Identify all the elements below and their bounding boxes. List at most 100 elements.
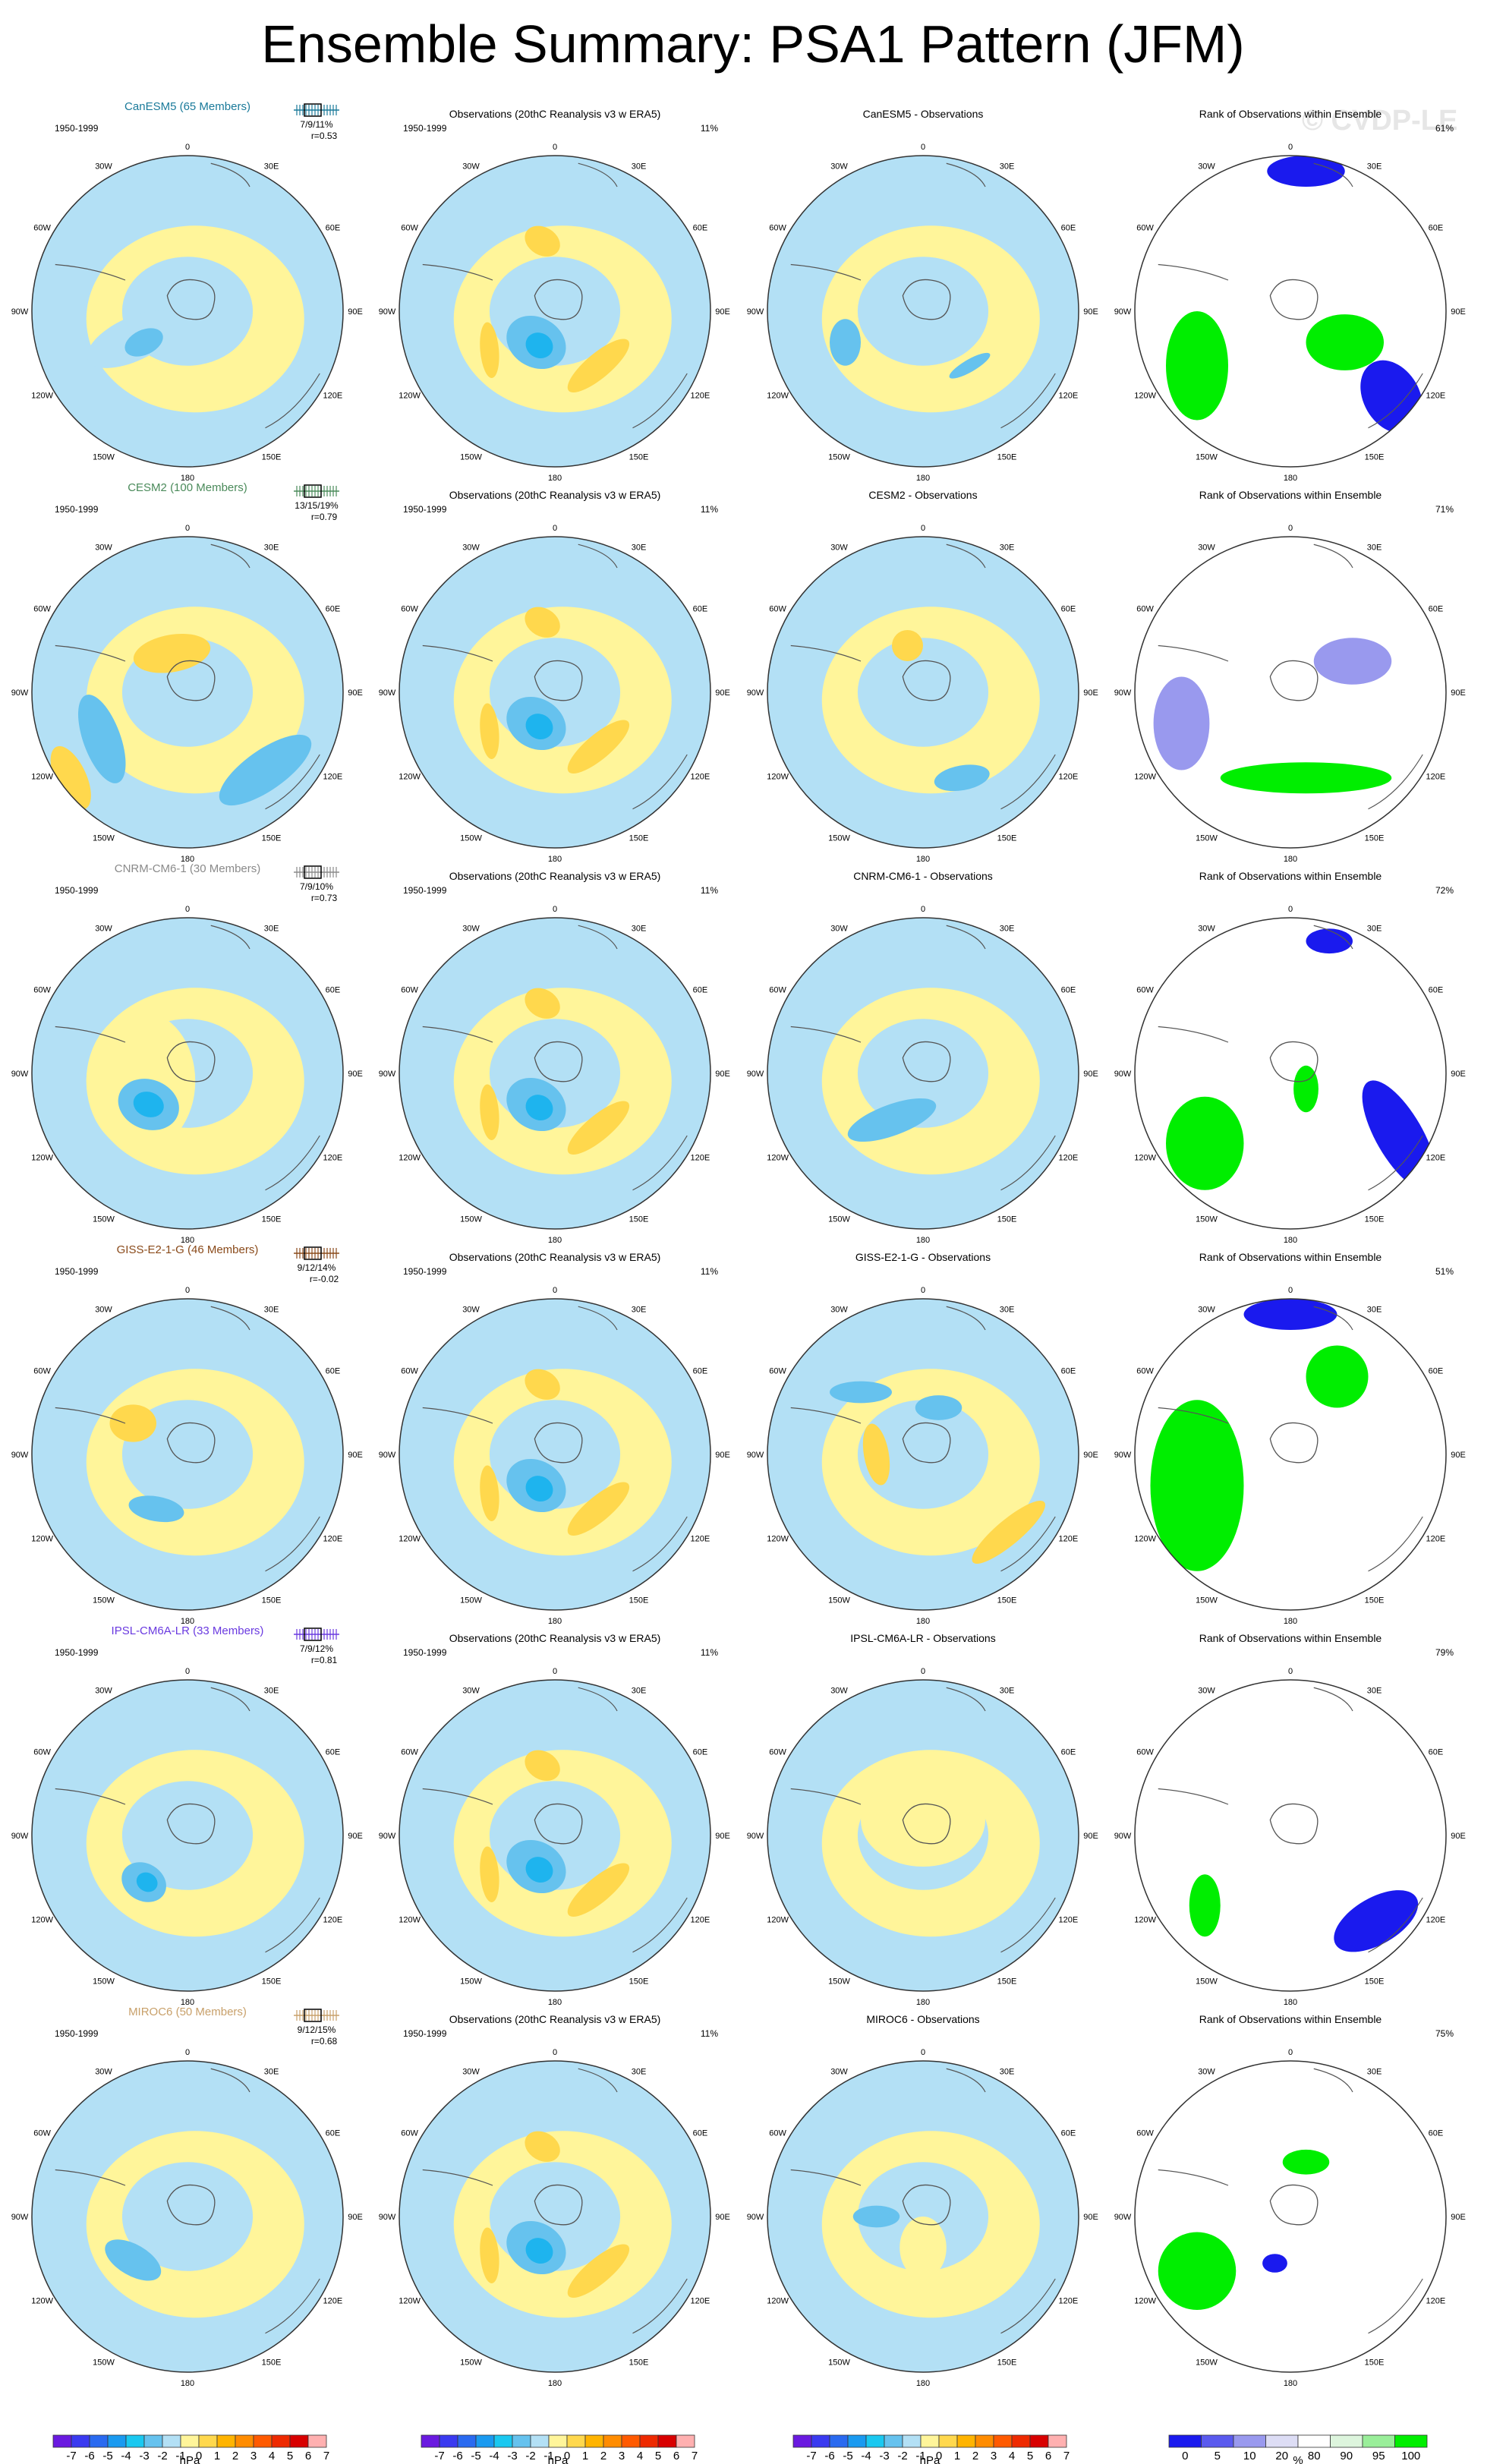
- anomaly-contour: [1306, 314, 1384, 370]
- rank-pct-label: 61%: [1435, 123, 1454, 134]
- longitude-label: 150W: [828, 452, 850, 462]
- longitude-label: 90W: [379, 1832, 396, 1841]
- colorbar-unit-label: hPa: [548, 2454, 569, 2464]
- longitude-label: 180: [1284, 1617, 1297, 1626]
- longitude-label: 180: [1284, 855, 1297, 864]
- longitude-label: 90E: [1451, 1070, 1466, 1079]
- polar-map-panel: 0 30E 60E 90E 120E 150E 180 150W 120W 90W 60W 30W: [379, 2048, 730, 2388]
- longitude-label: 0: [553, 905, 557, 914]
- polar-map-panel: 0 30E 60E 90E 120E 150E 180 150W 120W 90W 60W 30W: [1114, 143, 1466, 483]
- antarctica-coastline: [902, 660, 951, 701]
- colorbar-swatch: [198, 2434, 218, 2448]
- longitude-label: 30W: [830, 544, 848, 553]
- colorbar-tick-label: -1: [175, 2450, 185, 2462]
- colorbar-swatch: [1233, 2434, 1266, 2448]
- polar-map-panel: 0 30E 60E 90E 120E 150E 180 150W 120W 90W 60W 30W: [1114, 1667, 1466, 2007]
- antarctica-coastline: [902, 2184, 951, 2226]
- colorbar-tick-label: 10: [1243, 2450, 1256, 2462]
- longitude-label: 0: [1288, 2048, 1293, 2057]
- antarctica-coastline: [534, 1422, 583, 1464]
- model-title: CanESM5 (65 Members): [124, 100, 250, 113]
- anomaly-contour: [109, 1404, 156, 1442]
- longitude-label: 30W: [462, 1306, 480, 1315]
- obs-pct-label: 11%: [701, 2028, 718, 2039]
- longitude-label: 60E: [1429, 224, 1444, 233]
- longitude-label: 30W: [462, 162, 480, 172]
- longitude-label: 180: [548, 1998, 562, 2007]
- longitude-label: 60W: [401, 224, 418, 233]
- map-border: [1134, 536, 1447, 849]
- colorbar-swatch: [421, 2434, 440, 2448]
- africa-coastline: [946, 1687, 986, 1712]
- polar-map-panel: 0 30E 60E 90E 120E 150E 180 150W 120W 90W 60W 30W: [1114, 905, 1466, 1245]
- longitude-label: 30W: [830, 1687, 848, 1696]
- colorbar-swatch: [235, 2434, 254, 2448]
- longitude-label: 150E: [262, 1977, 282, 1986]
- longitude-label: 30W: [95, 1687, 112, 1696]
- model-title: CNRM-CM6-1 (30 Members): [115, 862, 261, 875]
- negative-anomaly: [857, 638, 989, 747]
- anomaly-contour: [1166, 311, 1228, 421]
- longitude-label: 30W: [462, 2068, 480, 2077]
- ensemble-iqr-box: [304, 865, 322, 879]
- longitude-label: 120W: [1134, 1916, 1156, 1925]
- anomaly-contour: [567, 1863, 630, 1917]
- africa-coastline: [578, 544, 618, 569]
- polar-map-panel: 0 30E 60E 90E 120E 150E 180 150W 120W 90W 60W 30W: [747, 143, 1098, 483]
- colorbar-tick-label: 4: [637, 2450, 643, 2462]
- anomaly-contour: [567, 1101, 630, 1155]
- colorbar-tick-label: 3: [250, 2450, 257, 2462]
- longitude-label: 120E: [691, 2297, 710, 2306]
- south-america-coastline: [422, 1407, 493, 1424]
- anomaly-contour: [480, 1465, 499, 1522]
- obs-title: Observations (20thC Reanalysis v3 w ERA5…: [449, 2013, 661, 2025]
- antarctica-coastline: [534, 279, 583, 320]
- ensemble-iqr-box: [304, 103, 322, 117]
- colorbar-swatch: [71, 2434, 90, 2448]
- longitude-label: 150E: [997, 833, 1017, 843]
- colorbar-tick-label: 2: [972, 2450, 978, 2462]
- colorbar-swatch: [1168, 2434, 1202, 2448]
- colorbar-tick-label: 0: [1182, 2450, 1188, 2462]
- longitude-label: 120W: [1134, 773, 1156, 782]
- period-label: 1950-1999: [403, 885, 447, 896]
- longitude-label: 60W: [401, 2129, 418, 2138]
- obs-title: Observations (20thC Reanalysis v3 w ERA5…: [449, 1251, 661, 1263]
- longitude-label: 0: [553, 524, 557, 533]
- colorbar-tick-label: -1: [915, 2450, 925, 2462]
- longitude-label: 30W: [1198, 1306, 1215, 1315]
- colorbar-tick-label: -2: [157, 2450, 167, 2462]
- obs-title: Observations (20thC Reanalysis v3 w ERA5…: [449, 870, 661, 882]
- longitude-label: 120W: [399, 1154, 421, 1163]
- longitude-label: 90E: [1083, 1070, 1098, 1079]
- longitude-label: 30E: [1367, 2068, 1382, 2077]
- longitude-label: 150W: [828, 1596, 850, 1605]
- longitude-label: 60W: [33, 986, 51, 995]
- longitude-label: 90E: [715, 1070, 730, 1079]
- colorbar-swatch: [920, 2434, 940, 2448]
- australia-coastline: [1368, 754, 1423, 810]
- polar-map-panel: 0 30E 60E 90E 120E 150E 180 150W 120W 90W 60W 30W: [1114, 2048, 1466, 2388]
- africa-coastline: [210, 544, 250, 569]
- longitude-label: 60E: [1429, 1748, 1444, 1757]
- antarctica-coastline: [1269, 1803, 1319, 1845]
- longitude-label: 60W: [33, 1748, 51, 1757]
- longitude-label: 120E: [323, 392, 343, 401]
- map-border: [767, 155, 1079, 468]
- longitude-label: 30E: [632, 544, 647, 553]
- anomaly-contour: [525, 1369, 560, 1400]
- negative-anomaly: [857, 257, 989, 366]
- longitude-label: 0: [185, 905, 190, 914]
- south-america-coastline: [790, 1026, 862, 1043]
- longitude-label: 120W: [1134, 1535, 1156, 1544]
- negative-anomaly: [121, 2162, 254, 2271]
- africa-coastline: [1313, 544, 1353, 569]
- longitude-label: 60W: [33, 605, 51, 614]
- antarctica-coastline: [166, 1422, 216, 1464]
- longitude-label: 60E: [693, 224, 708, 233]
- antarctica-coastline: [902, 1041, 951, 1082]
- africa-coastline: [1313, 1306, 1353, 1331]
- longitude-label: 30E: [264, 925, 279, 934]
- longitude-label: 30E: [1000, 162, 1015, 172]
- longitude-label: 90E: [715, 688, 730, 698]
